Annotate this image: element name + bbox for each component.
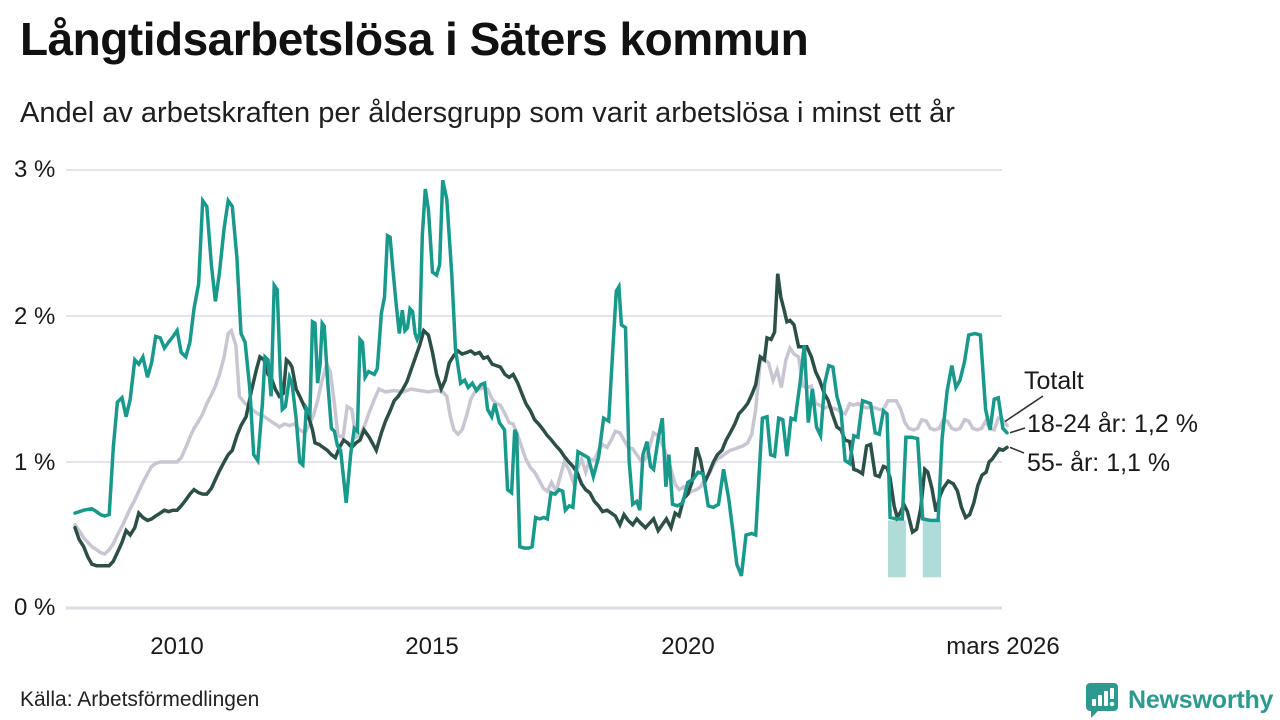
- newsworthy-logo-text: Newsworthy: [1128, 685, 1274, 714]
- highlight-band-2: [922, 520, 942, 578]
- x-axis-tick-2015: 2015: [405, 633, 459, 660]
- newsworthy-logo: Newsworthy: [1083, 681, 1273, 719]
- series-label-18-24: 18-24 år: 1,2 %: [1027, 410, 1198, 438]
- page-title: Långtidsarbetslösa i Säters kommun: [20, 13, 809, 65]
- source-note: Källa: Arbetsförmedlingen: [20, 688, 260, 711]
- series-line-totalt: [73, 327, 1009, 557]
- chart-subtitle: Andel av arbetskraften per åldersgrupp s…: [20, 97, 955, 129]
- x-axis-tick-2020: 2020: [661, 633, 715, 660]
- connector-totalt: [1004, 395, 1044, 423]
- series-label-55: 55- år: 1,1 %: [1027, 449, 1171, 477]
- highlight-band-1: [888, 520, 906, 578]
- x-axis-tick-mars-2026: mars 2026: [946, 633, 1060, 660]
- y-axis-tick-0: 0 %: [14, 594, 56, 621]
- newsworthy-logo-icon: [1086, 683, 1118, 718]
- series-line-55-r: [73, 273, 1009, 568]
- y-axis-tick-2: 2 %: [14, 303, 56, 330]
- x-axis-tick-2010: 2010: [150, 633, 204, 660]
- y-axis-tick-1: 1 %: [14, 449, 56, 476]
- series-label-totalt: Totalt: [1024, 367, 1084, 395]
- connector-55: [1009, 446, 1025, 454]
- connector-18-24: [1009, 427, 1026, 434]
- series-line-18-24-r: [73, 179, 1009, 577]
- y-axis-tick-3: 3 %: [14, 156, 56, 183]
